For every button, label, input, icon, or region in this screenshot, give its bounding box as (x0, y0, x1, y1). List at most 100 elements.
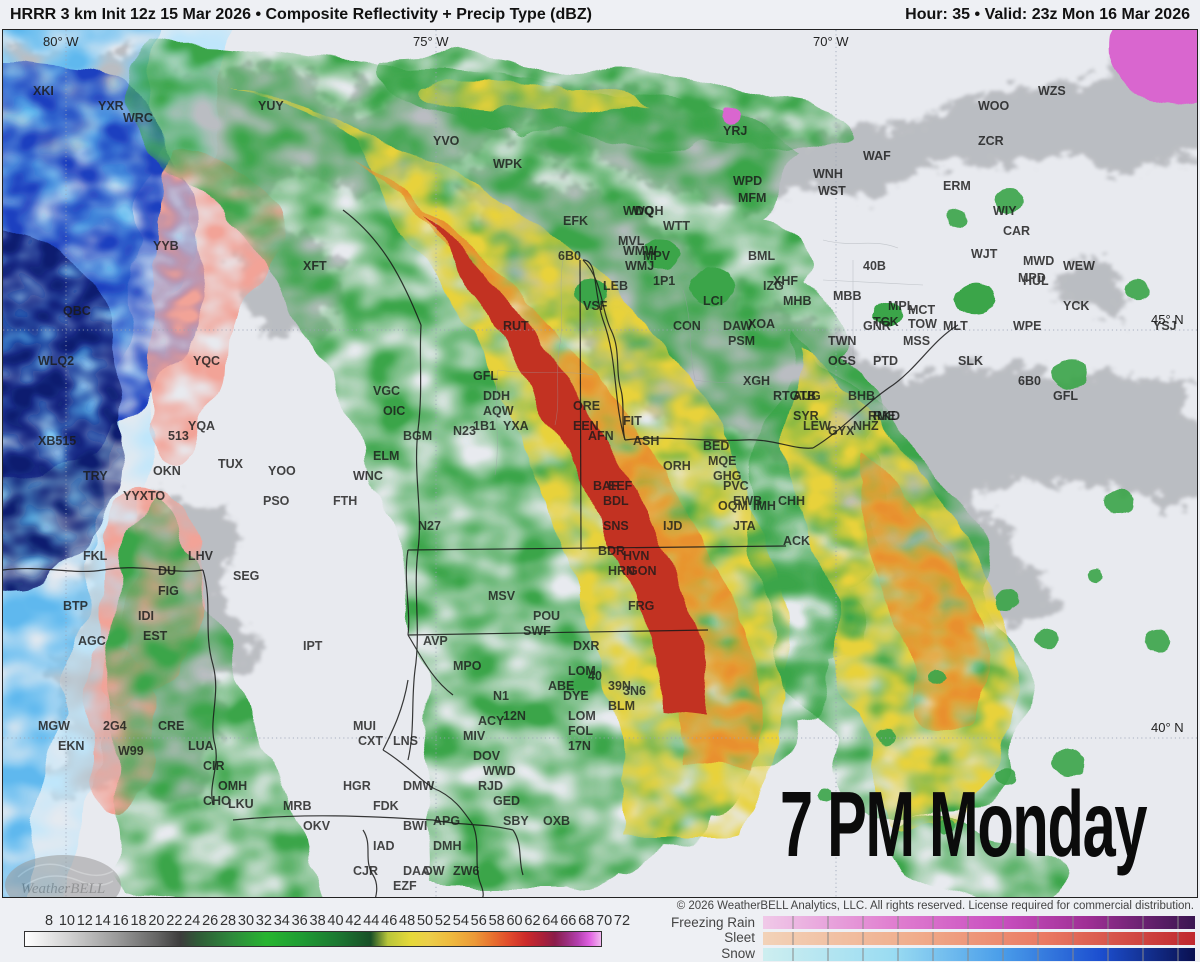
svg-text:SBY: SBY (503, 814, 529, 828)
svg-text:40° N: 40° N (1151, 720, 1184, 735)
svg-text:12N: 12N (503, 709, 526, 723)
svg-text:WEW: WEW (1063, 259, 1095, 273)
svg-text:YOO: YOO (268, 464, 296, 478)
svg-text:MIV: MIV (463, 729, 486, 743)
svg-text:70° W: 70° W (813, 34, 849, 49)
svg-text:POU: POU (533, 609, 560, 623)
svg-text:N1: N1 (493, 689, 509, 703)
svg-text:MSV: MSV (488, 589, 516, 603)
svg-text:XFT: XFT (303, 259, 327, 273)
svg-text:TRY: TRY (83, 469, 108, 483)
svg-text:RJD: RJD (478, 779, 503, 793)
svg-text:LEB: LEB (603, 279, 628, 293)
svg-text:YYXTO: YYXTO (123, 489, 165, 503)
svg-text:LNS: LNS (393, 734, 418, 748)
svg-text:MFM: MFM (738, 191, 766, 205)
svg-text:MGW: MGW (38, 719, 70, 733)
svg-text:FOL: FOL (568, 724, 593, 738)
svg-text:DYE: DYE (563, 689, 589, 703)
svg-text:WTT: WTT (663, 219, 690, 233)
svg-text:WNH: WNH (813, 167, 843, 181)
svg-text:GYX: GYX (828, 424, 855, 438)
svg-text:FKL: FKL (83, 549, 108, 563)
svg-text:MSS: MSS (903, 334, 930, 348)
svg-text:CRE: CRE (158, 719, 184, 733)
svg-text:YXA: YXA (503, 419, 529, 433)
svg-text:OXB: OXB (543, 814, 570, 828)
svg-text:WRC: WRC (123, 111, 153, 125)
svg-text:SEG: SEG (233, 569, 259, 583)
svg-text:6B0: 6B0 (558, 249, 581, 263)
svg-text:ORE: ORE (573, 399, 600, 413)
svg-text:TCK: TCK (873, 315, 899, 329)
svg-text:TUX: TUX (218, 457, 244, 471)
svg-text:WPK: WPK (493, 157, 522, 171)
svg-text:IAD: IAD (373, 839, 395, 853)
svg-text:VGC: VGC (373, 384, 400, 398)
svg-text:CAR: CAR (1003, 224, 1030, 238)
svg-text:WJT: WJT (703, 30, 730, 33)
svg-text:LHV: LHV (188, 549, 214, 563)
svg-text:LCI: LCI (703, 294, 723, 308)
svg-text:BGR: BGR (943, 30, 971, 33)
svg-text:VSF: VSF (583, 299, 608, 313)
svg-text:RKD: RKD (873, 409, 900, 423)
svg-text:APG: APG (433, 814, 460, 828)
svg-text:OKV: OKV (303, 819, 331, 833)
svg-text:MLT: MLT (943, 319, 968, 333)
svg-text:WPE: WPE (1013, 319, 1041, 333)
svg-text:DAW: DAW (723, 319, 752, 333)
svg-text:75° W: 75° W (413, 34, 449, 49)
svg-text:YSJ: YSJ (1153, 319, 1177, 333)
svg-text:17N: 17N (568, 739, 591, 753)
svg-text:PVC: PVC (723, 479, 749, 493)
svg-text:WNC: WNC (353, 469, 383, 483)
svg-text:FIT: FIT (623, 414, 642, 428)
svg-text:HVN: HVN (623, 549, 649, 563)
svg-text:AVP: AVP (423, 634, 448, 648)
svg-text:MPO: MPO (453, 659, 482, 673)
svg-text:2G4: 2G4 (103, 719, 127, 733)
svg-text:WWD: WWD (483, 764, 516, 778)
svg-text:GFL: GFL (473, 369, 498, 383)
svg-text:MVL: MVL (618, 234, 645, 248)
svg-text:OIC: OIC (383, 404, 405, 418)
svg-text:PTD: PTD (873, 354, 898, 368)
svg-text:DOV: DOV (473, 749, 501, 763)
svg-text:GFL: GFL (1053, 389, 1078, 403)
svg-text:IMH: IMH (753, 499, 776, 513)
svg-text:BTP: BTP (63, 599, 88, 613)
svg-text:OMH: OMH (218, 779, 247, 793)
svg-text:WZS: WZS (1038, 84, 1066, 98)
svg-text:BLM: BLM (608, 699, 635, 713)
svg-text:IJD: IJD (663, 519, 682, 533)
svg-text:EZF: EZF (393, 879, 417, 893)
svg-text:OW: OW (423, 864, 445, 878)
svg-text:MPV: MPV (643, 249, 671, 263)
svg-text:AGC: AGC (78, 634, 106, 648)
svg-text:ASH: ASH (633, 434, 659, 448)
svg-text:WAF: WAF (863, 149, 891, 163)
svg-text:OQM: OQM (718, 499, 748, 513)
svg-text:EFK: EFK (563, 214, 588, 228)
svg-text:FDK: FDK (373, 799, 399, 813)
svg-text:FRG: FRG (628, 599, 654, 613)
svg-text:AQW: AQW (483, 404, 514, 418)
svg-text:W99: W99 (118, 744, 144, 758)
svg-text:LKU: LKU (228, 797, 254, 811)
svg-text:XB515: XB515 (38, 434, 76, 448)
svg-text:MQE: MQE (708, 454, 736, 468)
svg-text:FTH: FTH (333, 494, 357, 508)
svg-text:ZW6: ZW6 (453, 864, 479, 878)
svg-text:MCT: MCT (908, 303, 935, 317)
svg-text:IDI: IDI (138, 609, 154, 623)
svg-text:CHO: CHO (203, 794, 231, 808)
svg-text:CXT: CXT (358, 734, 383, 748)
svg-text:CIR: CIR (203, 759, 225, 773)
svg-text:N27: N27 (418, 519, 441, 533)
svg-text:EEF: EEF (608, 479, 633, 493)
svg-text:EEN: EEN (573, 419, 599, 433)
svg-text:FIG: FIG (158, 584, 179, 598)
svg-text:WST: WST (818, 184, 846, 198)
svg-text:DU: DU (158, 564, 176, 578)
